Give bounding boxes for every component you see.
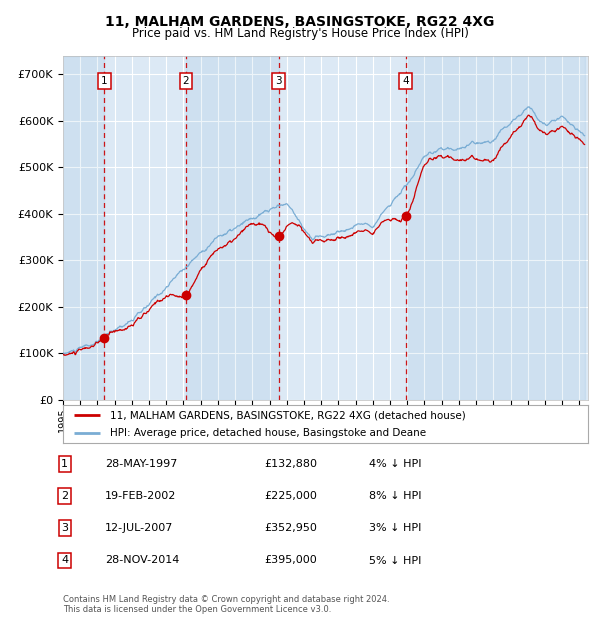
Text: Price paid vs. HM Land Registry's House Price Index (HPI): Price paid vs. HM Land Registry's House … <box>131 27 469 40</box>
Text: £352,950: £352,950 <box>264 523 317 533</box>
Text: Contains HM Land Registry data © Crown copyright and database right 2024.: Contains HM Land Registry data © Crown c… <box>63 595 389 604</box>
Text: £132,880: £132,880 <box>264 459 317 469</box>
Text: 11, MALHAM GARDENS, BASINGSTOKE, RG22 4XG: 11, MALHAM GARDENS, BASINGSTOKE, RG22 4X… <box>106 16 494 30</box>
Text: £225,000: £225,000 <box>264 491 317 501</box>
Text: 11, MALHAM GARDENS, BASINGSTOKE, RG22 4XG (detached house): 11, MALHAM GARDENS, BASINGSTOKE, RG22 4X… <box>110 410 466 420</box>
Text: 1: 1 <box>101 76 108 86</box>
Text: 3: 3 <box>61 523 68 533</box>
Text: 4: 4 <box>403 76 409 86</box>
Bar <box>406 56 584 400</box>
Text: 4% ↓ HPI: 4% ↓ HPI <box>369 459 421 469</box>
Text: 28-NOV-2014: 28-NOV-2014 <box>105 556 179 565</box>
Text: 19-FEB-2002: 19-FEB-2002 <box>105 491 176 501</box>
Text: HPI: Average price, detached house, Basingstoke and Deane: HPI: Average price, detached house, Basi… <box>110 428 427 438</box>
Text: 2: 2 <box>182 76 189 86</box>
Text: 8% ↓ HPI: 8% ↓ HPI <box>369 491 421 501</box>
Text: £395,000: £395,000 <box>264 556 317 565</box>
Text: 12-JUL-2007: 12-JUL-2007 <box>105 523 173 533</box>
Text: 3: 3 <box>275 76 282 86</box>
Text: 2: 2 <box>61 491 68 501</box>
Bar <box>63 56 104 400</box>
Text: 3% ↓ HPI: 3% ↓ HPI <box>369 523 421 533</box>
Bar <box>186 56 278 400</box>
Text: This data is licensed under the Open Government Licence v3.0.: This data is licensed under the Open Gov… <box>63 604 331 614</box>
Text: 5% ↓ HPI: 5% ↓ HPI <box>369 556 421 565</box>
Text: 4: 4 <box>61 556 68 565</box>
Text: 1: 1 <box>61 459 68 469</box>
Text: 28-MAY-1997: 28-MAY-1997 <box>105 459 178 469</box>
